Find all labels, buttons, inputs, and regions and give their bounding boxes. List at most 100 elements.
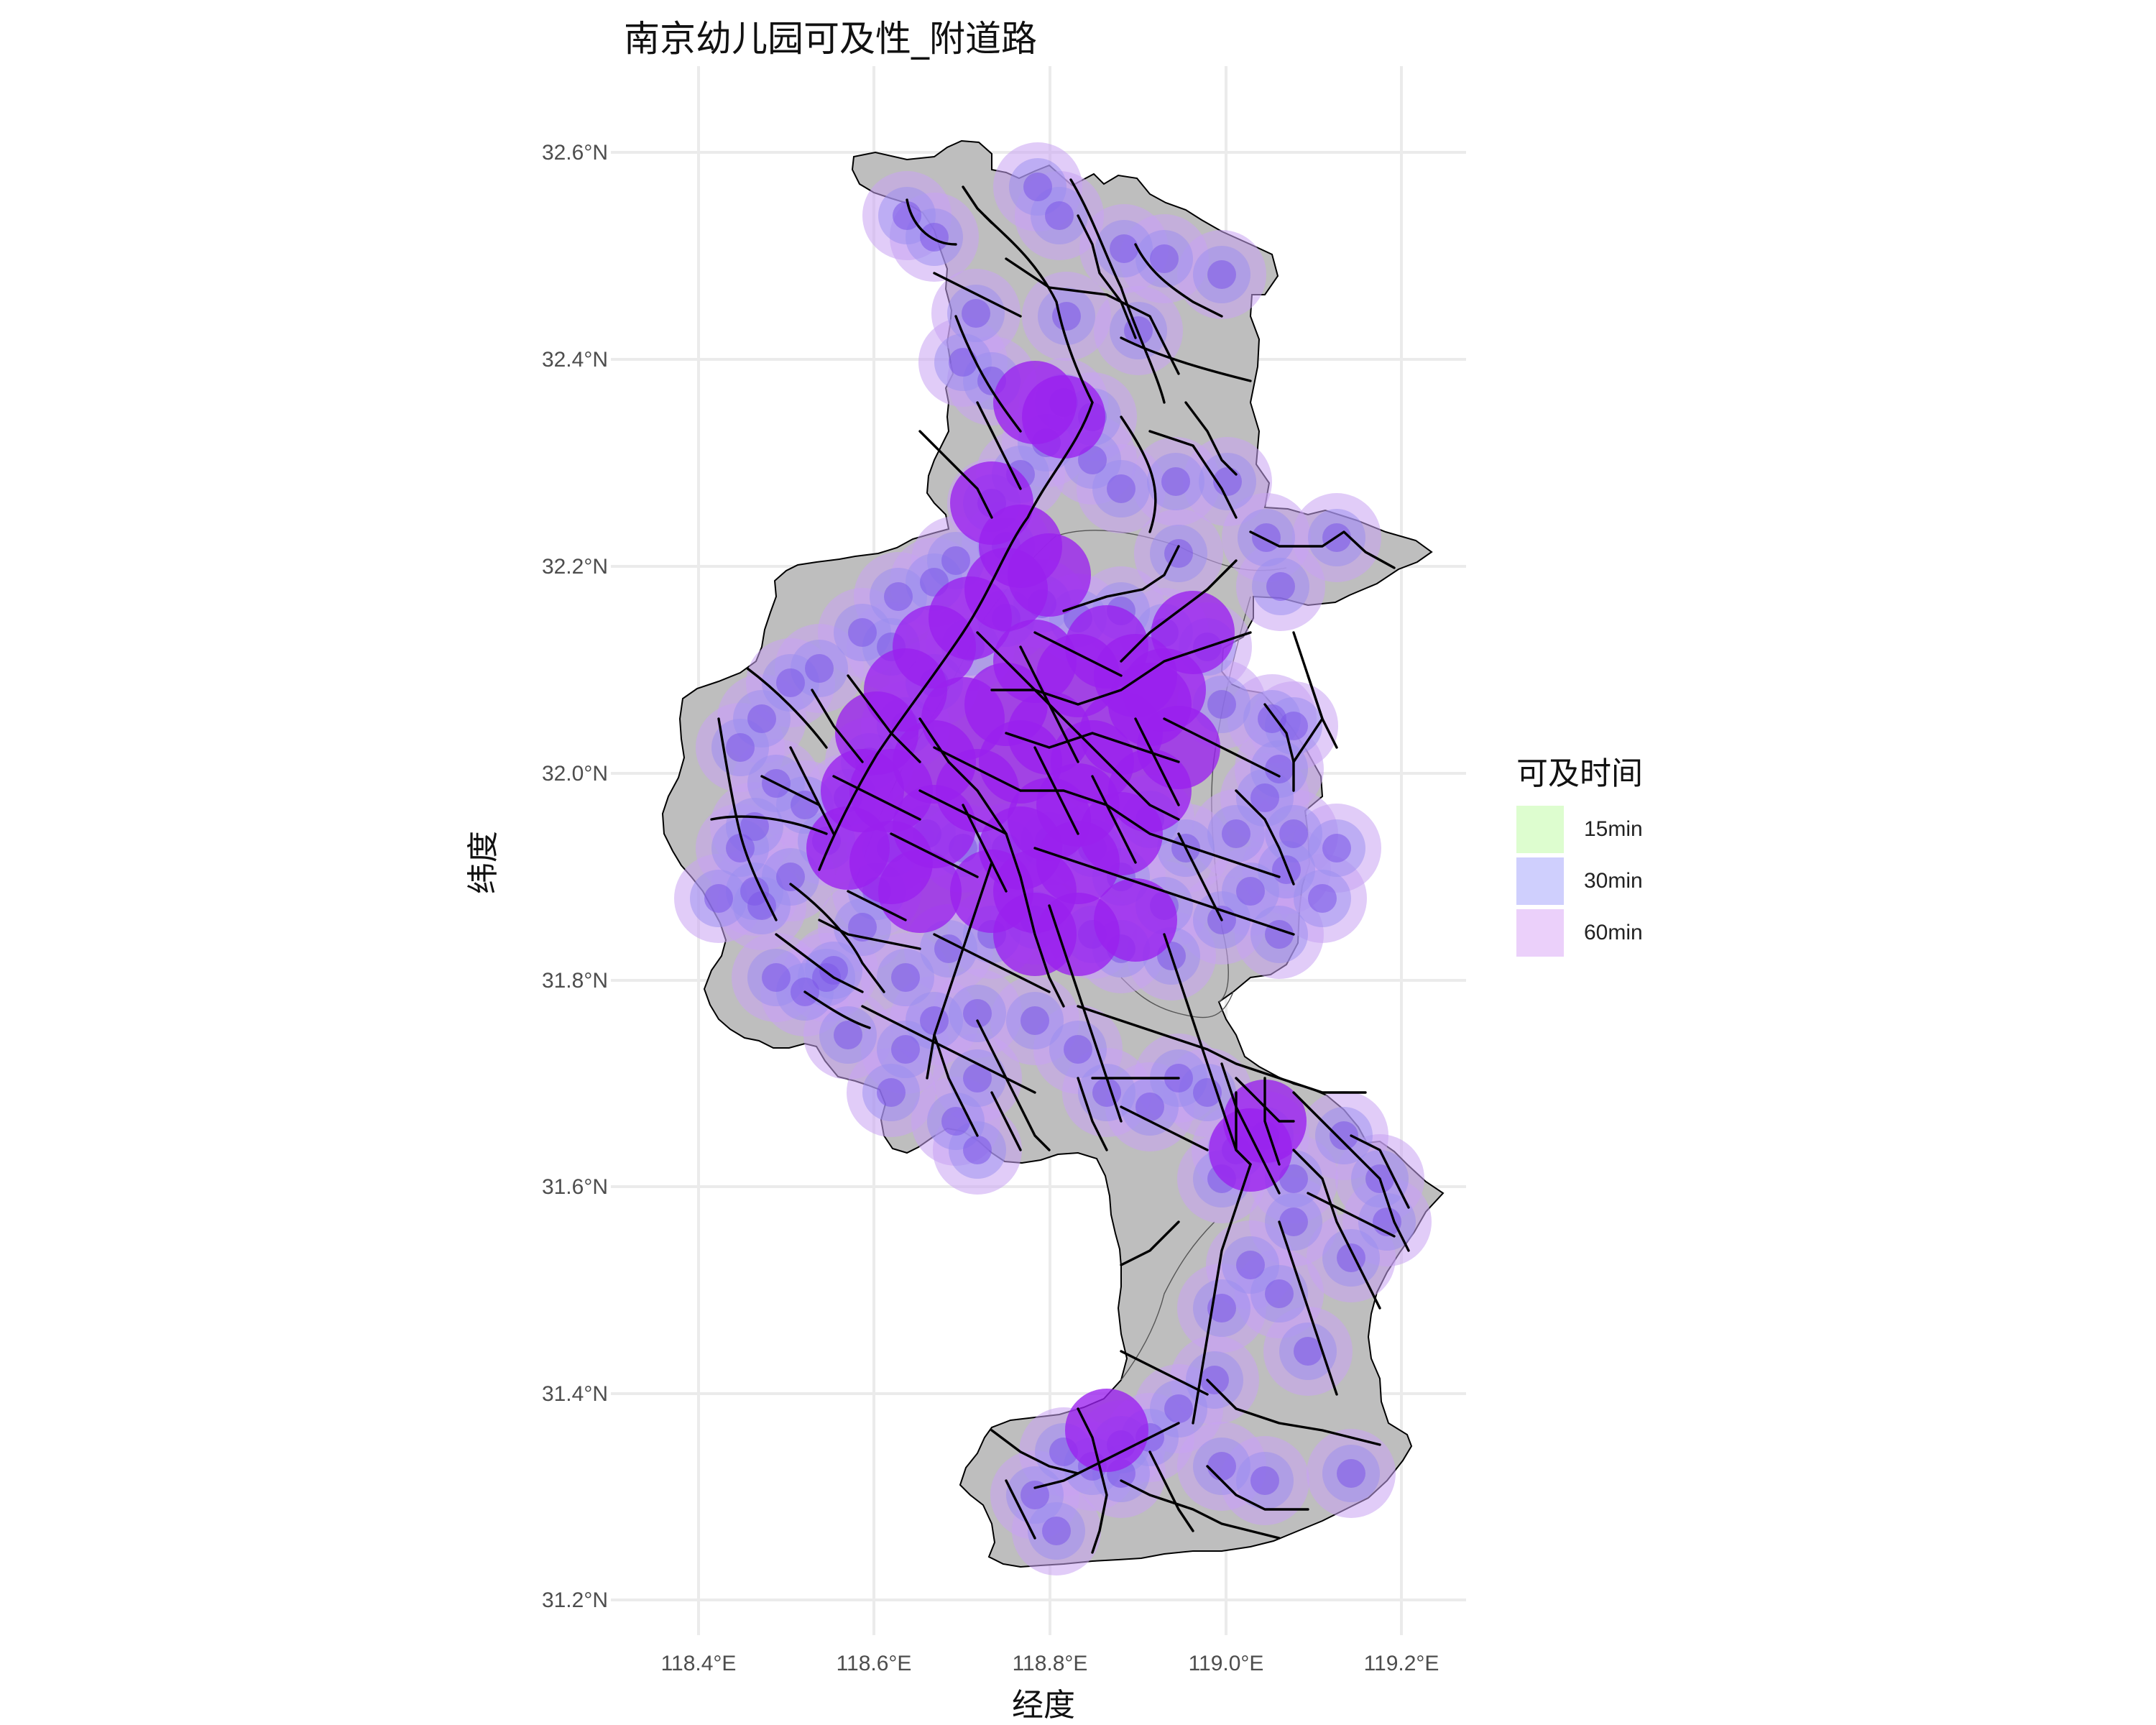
road-segment [1235,1091,1252,1166]
coverage-15min-zone [1064,1035,1092,1064]
y-tick-label: 31.2°N [542,1588,608,1612]
coverage-15min-zone [805,654,834,683]
road-segment [976,401,1022,490]
road-segment [847,674,921,763]
coverage-15min-zone [963,999,992,1028]
x-tick-label: 118.4°E [661,1652,737,1675]
coverage-dense-zone [993,361,1077,444]
road-segment [954,315,1022,433]
coverage-15min-zone [1023,172,1052,201]
coverage-dense-zone [1094,878,1177,962]
road-segment [962,185,993,224]
road-segment [1192,1163,1252,1425]
legend-item-60min: 60min [1516,907,1643,959]
coverage-15min-zone [762,963,791,992]
road-segment [1019,645,1079,763]
coverage-15min-zone [791,791,819,819]
road-segment [861,1005,1036,1094]
coverage-15min-zone [1279,1208,1308,1236]
coverage-15min-zone [1042,1517,1071,1545]
coverage-15min-zone [1021,1481,1049,1509]
coverage-dense-zone [849,749,933,832]
coverage-15min-zone [834,1021,862,1049]
y-tick-label: 32.6°N [542,141,608,165]
road-segment [789,746,835,835]
legend-label-30min: 30min [1584,869,1643,893]
road-segment [818,919,921,950]
road-segment [918,789,1008,835]
coverage-15min-zone [934,934,963,963]
road-segment [847,890,907,921]
coverage-15min-zone [726,733,755,762]
coverage-15min-zone [949,348,977,377]
road-segment [1005,1479,1036,1540]
road-segment [890,832,979,878]
road-segment [1120,1479,1281,1540]
road-segment [1163,933,1238,1151]
coverage-15min-zone [776,862,805,891]
y-tick-label: 32.0°N [542,762,608,786]
coverage-15min-zone [740,812,769,841]
road-segment [1148,1450,1194,1532]
road-segment [1077,1407,1108,1554]
road-segment [1091,775,1137,864]
road-segment [1048,904,1123,1123]
road-segment [1307,1192,1396,1238]
road-segment [710,815,828,835]
coverage-15min-zone [1279,712,1308,740]
accessibility-coverage [674,142,1432,1576]
road-segment [933,746,1022,792]
coverage-15min-zone [920,1006,949,1035]
road-segment [1263,703,1295,792]
road-segment [789,883,885,993]
road-segment [1077,214,1137,339]
coverage-15min-zone [1250,783,1279,812]
road-segment [962,804,1008,893]
coverage-15min-zone [1330,1121,1358,1150]
coverage-15min-zone [1279,1164,1308,1193]
coverage-15min-zone [1021,1006,1049,1035]
coverage-15min-zone [1236,1251,1265,1279]
road-segment [933,272,1022,318]
coverage-15min-zone [1272,855,1301,884]
road-segment [1292,674,1324,763]
coverage-15min-zone [1252,523,1281,552]
coverage-15min-zone [1207,260,1236,289]
coverage-15min-zone [848,618,877,647]
road-segment [1062,545,1180,612]
coverage-15min-zone [1164,1394,1193,1423]
road-segment [918,430,993,519]
coverage-15min-zone [1308,884,1337,913]
coverage-15min-zone [1078,446,1107,474]
coverage-15min-zone [1322,834,1351,862]
coverage-15min-zone [1207,690,1236,719]
road-segment [1077,1005,1367,1094]
road-segment [1033,847,1295,936]
road-segment [1033,631,1123,677]
road-segment [976,1019,1051,1151]
road-segment [1120,1105,1209,1151]
road-segment [990,631,1252,706]
coverage-15min-zone [963,1136,992,1164]
y-axis-title: 纬度 [465,831,502,894]
x-tick-label: 118.6°E [837,1652,912,1675]
coverage-15min-zone [891,963,920,992]
coverage-15min-zone [740,877,769,906]
road-segment [1163,717,1281,778]
road-segment [832,775,921,821]
road-network [710,178,1410,1554]
coverage-15min-zone [1135,1092,1164,1121]
road-segment [811,689,864,763]
road-segment [1220,1062,1281,1195]
road-segment [1033,1422,1180,1489]
coverage-15min-zone [704,884,733,913]
road-segment [1263,1077,1281,1166]
road-segment [976,631,1180,821]
road-segment [1134,243,1223,318]
coverage-15min-zone [776,668,805,697]
coverage-dense-zone [878,850,962,933]
coverage-15min-zone [941,546,970,575]
road-segment [1278,1220,1338,1396]
